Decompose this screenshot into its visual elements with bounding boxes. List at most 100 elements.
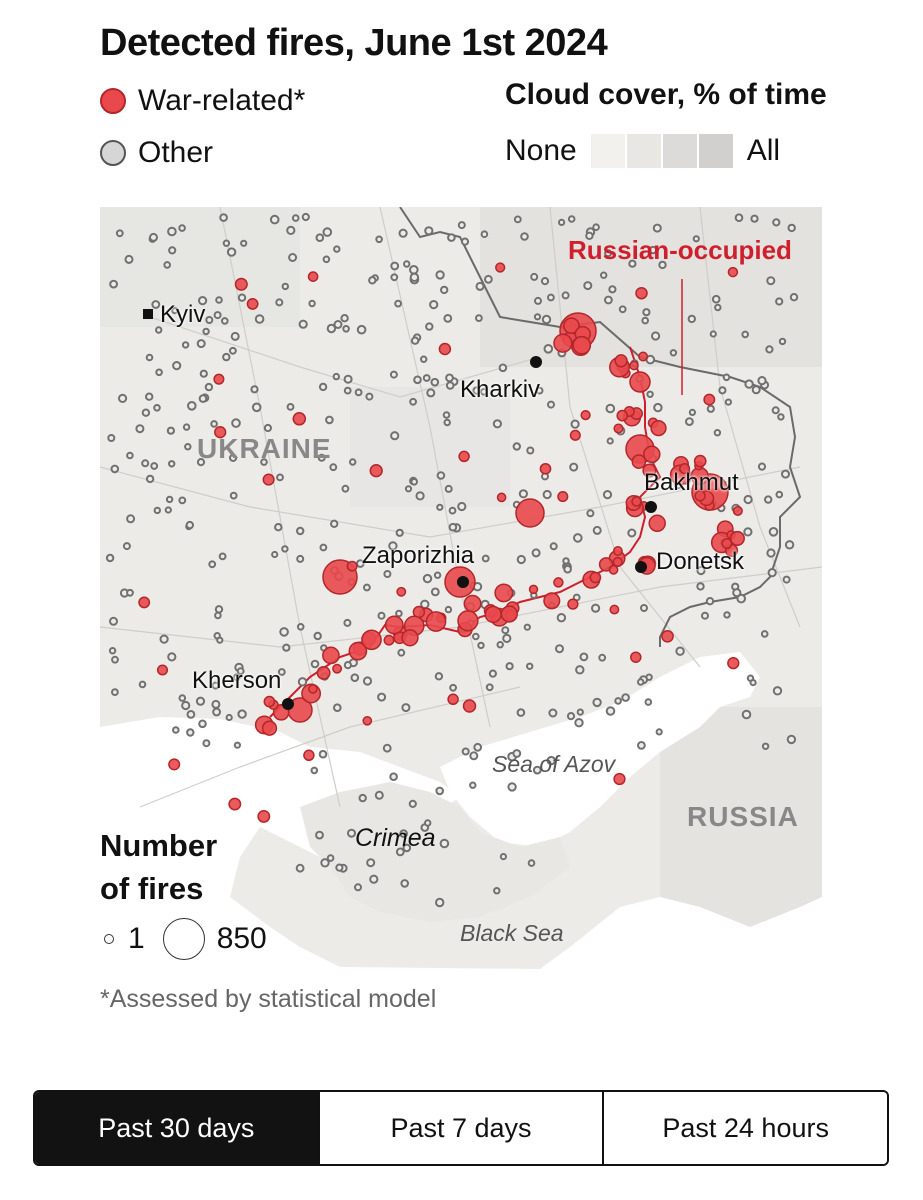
other-fire-marker bbox=[766, 548, 776, 558]
other-fire-marker bbox=[448, 522, 458, 532]
war-fire-marker bbox=[648, 514, 666, 533]
other-fire-marker bbox=[741, 330, 750, 339]
other-fire-marker bbox=[713, 429, 722, 437]
other-fire-marker bbox=[383, 570, 392, 578]
other-fire-marker bbox=[126, 588, 134, 597]
other-fire-marker bbox=[433, 571, 442, 579]
other-fire-marker bbox=[310, 766, 319, 775]
war-fire-marker bbox=[332, 663, 343, 674]
other-fire-marker bbox=[230, 331, 240, 341]
war-fire-marker bbox=[307, 271, 319, 282]
other-fire-marker bbox=[569, 462, 579, 472]
other-fire-marker bbox=[254, 314, 265, 324]
bakhmut-marker bbox=[645, 501, 657, 513]
other-fire-marker bbox=[168, 460, 176, 468]
other-fire-marker bbox=[226, 247, 237, 257]
other-fire-marker bbox=[472, 632, 480, 641]
other-fire-marker bbox=[388, 541, 398, 551]
other-fire-marker bbox=[164, 506, 172, 514]
war-fire-marker bbox=[425, 611, 447, 632]
other-fire-marker bbox=[540, 277, 550, 286]
other-fire-marker bbox=[107, 434, 116, 442]
other-fire-marker bbox=[231, 418, 241, 428]
other-fire-marker bbox=[655, 728, 663, 736]
other-fire-marker bbox=[413, 375, 422, 385]
war-fire-marker bbox=[316, 665, 331, 680]
other-fire-marker bbox=[685, 417, 694, 427]
other-fire-marker bbox=[692, 235, 700, 243]
other-fire-marker bbox=[761, 742, 770, 750]
other-fire-marker bbox=[404, 485, 413, 493]
other-fire-marker bbox=[274, 523, 283, 532]
other-fire-marker bbox=[775, 490, 784, 499]
other-fire-marker bbox=[202, 327, 210, 336]
other-fire-marker bbox=[563, 564, 572, 574]
other-fire-marker bbox=[422, 374, 431, 382]
kharkiv-label: Kharkiv bbox=[460, 376, 541, 403]
tab-past-24-hours[interactable]: Past 24 hours bbox=[602, 1092, 887, 1164]
other-fire-marker bbox=[652, 223, 662, 233]
other-fire-marker bbox=[472, 386, 481, 395]
fire-map[interactable]: Russian-occupied Kyiv Kharkiv UKRAINE Ba… bbox=[100, 207, 822, 969]
other-fire-marker bbox=[512, 749, 522, 758]
russian-occupied-label: Russian-occupied bbox=[568, 235, 792, 265]
war-fire-marker bbox=[729, 530, 745, 546]
other-fire-marker bbox=[366, 858, 376, 868]
other-fire-marker bbox=[696, 582, 705, 591]
other-fire-marker bbox=[637, 678, 645, 686]
war-fire-marker bbox=[515, 498, 545, 528]
other-fire-marker bbox=[426, 388, 436, 398]
other-fire-marker bbox=[410, 336, 420, 345]
other-fire-marker bbox=[429, 300, 439, 310]
other-fire-marker bbox=[165, 495, 174, 504]
other-fire-marker bbox=[772, 686, 783, 696]
other-fire-marker bbox=[420, 355, 428, 363]
other-fire-marker bbox=[543, 344, 554, 354]
russia-label: RUSSIA bbox=[687, 801, 799, 832]
size-legend-title-line2: of fires bbox=[100, 871, 204, 906]
other-fire-marker bbox=[301, 212, 310, 222]
other-fire-marker bbox=[172, 361, 182, 371]
donetsk-marker bbox=[635, 561, 647, 573]
other-fire-marker bbox=[358, 793, 367, 803]
other-fire-marker bbox=[502, 633, 512, 643]
other-fire-marker bbox=[627, 528, 637, 538]
other-fire-marker bbox=[496, 641, 504, 649]
other-fire-marker bbox=[330, 519, 339, 528]
war-fire-marker bbox=[642, 463, 657, 478]
size-small-circle-icon bbox=[104, 934, 114, 944]
other-fire-marker bbox=[295, 863, 305, 873]
other-fire-marker bbox=[109, 616, 118, 626]
other-fire-marker bbox=[648, 245, 658, 255]
kyiv-marker bbox=[143, 309, 153, 319]
other-fire-marker bbox=[501, 626, 510, 635]
other-fire-marker bbox=[279, 627, 289, 637]
other-fire-marker bbox=[658, 260, 667, 270]
tab-past-30-days[interactable]: Past 30 days bbox=[35, 1092, 318, 1164]
other-fire-marker bbox=[250, 385, 259, 394]
other-fire-marker bbox=[605, 403, 616, 414]
other-fire-marker bbox=[415, 491, 425, 501]
other-fire-marker bbox=[424, 226, 434, 236]
other-fire-marker bbox=[784, 540, 795, 550]
other-fire-marker bbox=[269, 214, 280, 225]
other-fire-marker bbox=[122, 542, 131, 551]
map-svg bbox=[100, 207, 822, 969]
other-fire-marker bbox=[435, 270, 445, 280]
other-fire-marker bbox=[196, 458, 206, 467]
other-fire-marker bbox=[523, 623, 531, 631]
other-fire-marker bbox=[507, 782, 517, 792]
tab-past-7-days[interactable]: Past 7 days bbox=[317, 1092, 603, 1164]
other-fire-marker bbox=[614, 697, 622, 705]
war-fire-marker bbox=[447, 693, 459, 706]
other-fire-marker bbox=[576, 708, 584, 716]
other-fire-marker bbox=[313, 631, 322, 641]
other-fire-marker bbox=[789, 293, 799, 302]
other-fire-marker bbox=[444, 484, 453, 493]
other-fire-marker bbox=[291, 214, 300, 222]
war-fire-marker bbox=[703, 393, 716, 406]
other-fire-marker bbox=[445, 381, 455, 390]
other-fire-marker bbox=[457, 221, 466, 230]
other-fire-marker bbox=[461, 747, 470, 756]
other-label: Other bbox=[138, 136, 214, 169]
